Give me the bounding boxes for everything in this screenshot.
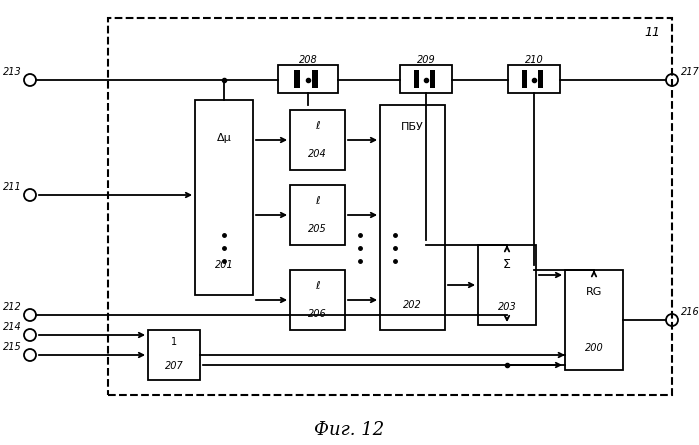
Text: 210: 210 xyxy=(525,55,543,65)
Bar xyxy=(290,185,345,245)
Bar xyxy=(294,70,300,88)
Text: 208: 208 xyxy=(298,55,317,65)
Bar xyxy=(414,70,419,88)
Text: 204: 204 xyxy=(308,149,327,159)
Text: 1: 1 xyxy=(171,337,177,347)
Text: 203: 203 xyxy=(498,302,517,312)
Bar xyxy=(290,110,345,170)
Text: 213: 213 xyxy=(3,67,22,77)
Text: Δμ: Δμ xyxy=(217,133,231,143)
Text: 200: 200 xyxy=(584,343,603,353)
Bar xyxy=(290,270,345,330)
Text: 207: 207 xyxy=(165,361,183,371)
Text: 215: 215 xyxy=(3,342,22,352)
Text: Σ: Σ xyxy=(503,259,511,271)
Text: 202: 202 xyxy=(403,300,422,310)
Text: 214: 214 xyxy=(3,322,22,332)
Bar xyxy=(430,70,435,88)
Bar xyxy=(508,65,560,93)
Text: Фиг. 12: Фиг. 12 xyxy=(315,421,384,439)
Bar xyxy=(538,70,543,88)
Text: 206: 206 xyxy=(308,309,327,319)
Text: 11: 11 xyxy=(644,25,660,39)
Bar xyxy=(195,100,253,295)
Bar xyxy=(478,245,536,325)
Text: 205: 205 xyxy=(308,224,327,234)
Text: ПБУ: ПБУ xyxy=(401,122,424,132)
Text: ℓ: ℓ xyxy=(315,121,320,131)
Text: 212: 212 xyxy=(3,302,22,312)
Text: 201: 201 xyxy=(215,260,233,270)
Bar xyxy=(380,105,445,330)
Bar xyxy=(565,270,623,370)
Text: 211: 211 xyxy=(3,182,22,192)
Text: ℓ: ℓ xyxy=(315,196,320,206)
Bar xyxy=(400,65,452,93)
Bar xyxy=(522,70,527,88)
Bar xyxy=(108,18,672,395)
Text: 217: 217 xyxy=(681,67,699,77)
Bar xyxy=(312,70,318,88)
Bar xyxy=(148,330,200,380)
Text: RG: RG xyxy=(586,287,602,297)
Text: 209: 209 xyxy=(417,55,435,65)
Text: 216: 216 xyxy=(681,307,699,317)
Bar xyxy=(278,65,338,93)
Text: ℓ: ℓ xyxy=(315,281,320,291)
